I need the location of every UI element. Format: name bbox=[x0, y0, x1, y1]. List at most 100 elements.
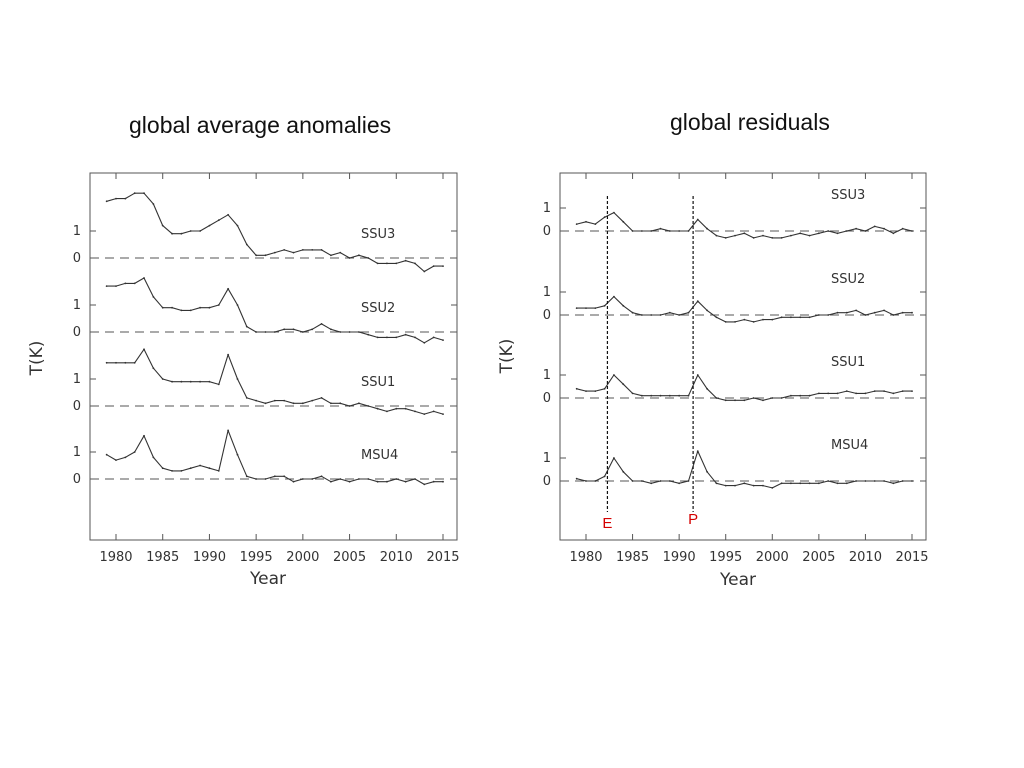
data-point bbox=[594, 480, 597, 482]
data-point bbox=[301, 478, 304, 480]
series-line bbox=[576, 450, 912, 489]
data-point bbox=[199, 464, 201, 467]
data-point bbox=[189, 467, 192, 470]
data-point bbox=[180, 470, 183, 472]
data-point bbox=[180, 380, 183, 383]
data-point bbox=[283, 249, 286, 251]
data-point bbox=[687, 394, 690, 397]
data-point bbox=[199, 306, 201, 309]
data-point bbox=[622, 220, 625, 223]
data-point bbox=[386, 480, 388, 483]
data-point bbox=[423, 341, 426, 344]
data-point bbox=[432, 480, 435, 483]
y-tick-label: 1 bbox=[73, 372, 81, 387]
data-point bbox=[771, 237, 774, 239]
data-point bbox=[911, 311, 913, 314]
data-point bbox=[395, 262, 398, 265]
series-label: SSU2 bbox=[361, 301, 395, 316]
data-point bbox=[414, 410, 416, 413]
data-point bbox=[161, 378, 164, 380]
data-point bbox=[171, 306, 173, 309]
data-point bbox=[358, 402, 360, 405]
data-point bbox=[613, 457, 615, 459]
data-point bbox=[358, 478, 360, 480]
data-point bbox=[367, 405, 370, 407]
y-axis-title: T(K) bbox=[497, 339, 517, 375]
data-point bbox=[575, 223, 578, 226]
series-ssu2: 0 1 SSU2 bbox=[543, 272, 926, 323]
data-point bbox=[799, 394, 802, 397]
data-point bbox=[808, 316, 811, 319]
data-point bbox=[640, 230, 643, 232]
data-point bbox=[255, 399, 258, 402]
data-point bbox=[255, 254, 258, 257]
y-tick-label: 0 bbox=[73, 325, 81, 340]
data-point bbox=[105, 453, 108, 456]
data-point bbox=[124, 456, 127, 459]
data-point bbox=[575, 307, 578, 309]
data-point bbox=[724, 484, 727, 487]
data-point bbox=[817, 482, 820, 485]
data-point bbox=[367, 257, 370, 259]
series-msu4: 0 1 MSU4 bbox=[73, 429, 457, 487]
data-point bbox=[367, 478, 370, 480]
series-label: SSU3 bbox=[361, 227, 395, 242]
data-point bbox=[706, 309, 708, 312]
data-point bbox=[631, 480, 634, 482]
data-point bbox=[706, 387, 708, 390]
data-point bbox=[414, 262, 416, 265]
data-point bbox=[873, 390, 876, 392]
x-tick-label: 1995 bbox=[709, 550, 742, 565]
series-ssu3: 0 1 SSU3 bbox=[73, 192, 457, 273]
data-point bbox=[631, 311, 634, 314]
data-point bbox=[133, 282, 136, 285]
data-point bbox=[311, 328, 314, 331]
data-point bbox=[329, 254, 332, 257]
data-point bbox=[613, 211, 615, 214]
data-point bbox=[743, 232, 746, 235]
data-point bbox=[432, 265, 435, 267]
series-label: SSU1 bbox=[361, 375, 395, 390]
data-point bbox=[752, 321, 755, 323]
data-point bbox=[771, 397, 774, 399]
y-tick-label: 1 bbox=[543, 285, 551, 300]
data-point bbox=[301, 402, 304, 405]
x-tick-label: 1985 bbox=[146, 550, 179, 565]
data-point bbox=[743, 318, 746, 321]
data-point bbox=[264, 331, 267, 333]
data-point bbox=[376, 262, 379, 265]
data-point bbox=[255, 331, 258, 333]
data-point bbox=[771, 487, 774, 489]
data-point bbox=[734, 234, 736, 237]
y-tick-label: 0 bbox=[543, 308, 551, 323]
y-tick-label: 0 bbox=[543, 224, 551, 239]
data-point bbox=[171, 470, 173, 472]
data-point bbox=[687, 480, 690, 482]
data-point bbox=[386, 262, 388, 265]
data-point bbox=[301, 249, 304, 251]
y-tick-label: 1 bbox=[543, 368, 551, 383]
data-point bbox=[622, 383, 625, 386]
data-point bbox=[585, 307, 587, 309]
data-point bbox=[855, 480, 858, 482]
data-point bbox=[715, 234, 718, 237]
data-point bbox=[734, 321, 736, 323]
data-point bbox=[208, 306, 211, 309]
data-point bbox=[227, 353, 230, 356]
data-point bbox=[245, 243, 248, 246]
series-label: SSU1 bbox=[831, 355, 865, 370]
data-point bbox=[762, 484, 764, 487]
data-point bbox=[124, 282, 127, 285]
data-point bbox=[273, 475, 276, 478]
data-point bbox=[911, 390, 913, 392]
data-point bbox=[799, 232, 802, 235]
data-point bbox=[199, 230, 201, 232]
data-point bbox=[311, 249, 314, 251]
data-point bbox=[301, 331, 304, 333]
y-tick-label: 1 bbox=[73, 445, 81, 460]
data-point bbox=[311, 399, 314, 402]
data-point bbox=[640, 314, 643, 316]
data-point bbox=[724, 237, 727, 239]
data-point bbox=[171, 380, 173, 383]
data-point bbox=[883, 480, 885, 482]
